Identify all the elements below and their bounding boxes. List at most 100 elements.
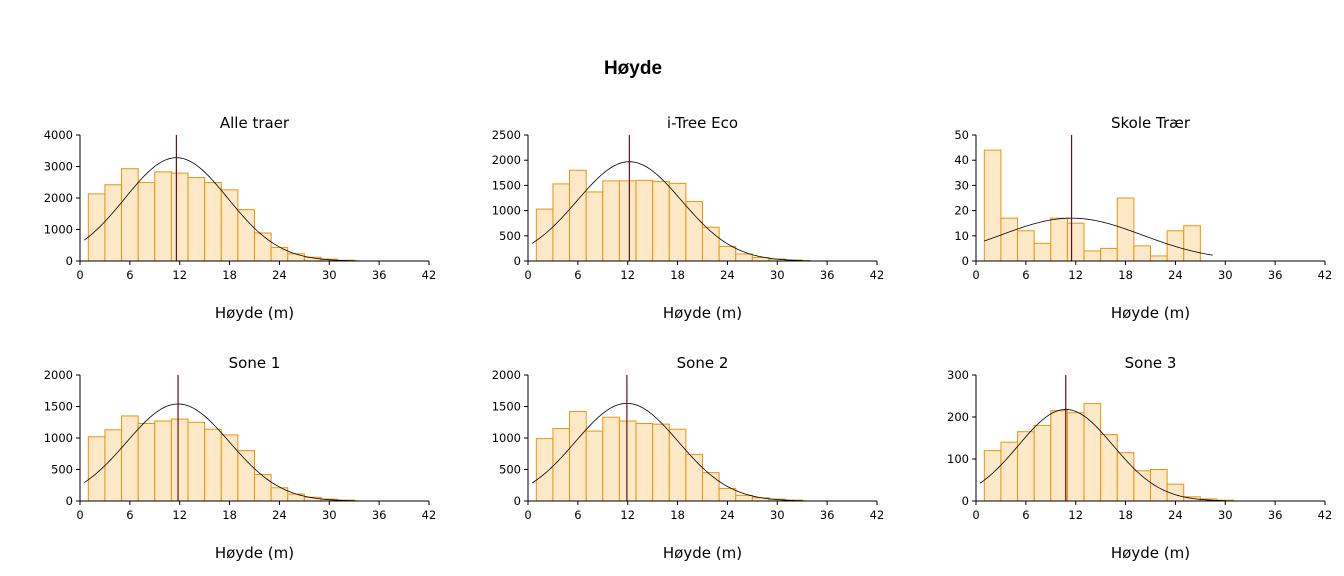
histogram-bar [1066, 412, 1085, 502]
chart-panel: 0 1000 2000 3000 4000 0 6 12 18 24 30 36 42 Alle trae… [44, 114, 437, 322]
histogram-bar [618, 420, 637, 502]
panel-title: i-Tree Eco [667, 114, 738, 132]
y-tick-label: 0 [514, 254, 521, 268]
histogram-bar [1050, 217, 1068, 262]
histogram-bar [1066, 222, 1085, 262]
histogram-bar [602, 180, 620, 262]
histogram-bar [1033, 424, 1052, 502]
histogram-bar [735, 494, 753, 502]
x-tick-label: 30 [322, 508, 337, 522]
histogram-bar [718, 487, 737, 502]
x-tick-label: 12 [620, 508, 635, 522]
x-tick-label: 30 [1218, 508, 1233, 522]
x-tick-label: 30 [1218, 268, 1233, 282]
x-tick-label: 24 [1168, 508, 1183, 522]
y-tick-label: 1000 [44, 223, 73, 237]
histogram-bar [170, 172, 189, 262]
histogram-bar [552, 428, 571, 502]
y-tick-label: 20 [954, 204, 969, 218]
y-tick-label: 4000 [44, 128, 73, 142]
x-tick-label: 36 [1268, 508, 1283, 522]
histogram-bar [1100, 434, 1118, 502]
y-tick-label: 2000 [492, 368, 521, 382]
x-tick-label: 36 [820, 268, 835, 282]
histogram-bar [668, 428, 687, 502]
x-tick-label: 42 [422, 508, 437, 522]
x-tick-label: 36 [372, 508, 387, 522]
x-tick-label: 24 [272, 508, 287, 522]
x-tick-label: 42 [870, 508, 885, 522]
x-axis-label: Høyde (m) [1111, 544, 1190, 562]
chart-panel: 0 500 1000 1500 2000 0 6 12 18 24 30 36 42 Sone 2 Høyd… [492, 354, 885, 562]
histogram-bar [1150, 469, 1168, 502]
x-tick-label: 12 [1068, 508, 1083, 522]
chart-panel: 0 500 1000 1500 2000 2500 0 6 12 18 24 30 36 42 i-Tree… [492, 114, 885, 322]
x-tick-label: 6 [1022, 508, 1029, 522]
x-tick-label: 6 [126, 508, 133, 522]
normal-fit-curve [531, 161, 811, 262]
histogram-bar [1083, 250, 1102, 262]
histogram-bar [170, 418, 189, 502]
histogram-bar [187, 421, 206, 502]
y-tick-label: 1000 [44, 431, 73, 445]
x-tick-label: 42 [1318, 268, 1333, 282]
x-tick-label: 24 [272, 268, 287, 282]
x-tick-label: 0 [76, 508, 83, 522]
x-tick-label: 42 [870, 268, 885, 282]
histogram-bar [121, 168, 139, 262]
histogram-bar [154, 420, 172, 502]
histogram-bar [1133, 245, 1152, 262]
x-tick-label: 24 [720, 268, 735, 282]
y-tick-label: 100 [947, 452, 969, 466]
x-tick-label: 30 [770, 268, 785, 282]
x-tick-label: 36 [820, 508, 835, 522]
x-axis-label: Høyde (m) [663, 304, 742, 322]
histogram-bar [204, 428, 222, 502]
y-tick-label: 500 [499, 463, 521, 477]
x-tick-label: 42 [422, 268, 437, 282]
histogram-bar [137, 182, 156, 262]
histogram-bar [1017, 431, 1035, 502]
y-tick-label: 300 [947, 368, 969, 382]
histogram-bar [535, 438, 554, 502]
histogram-bar [702, 226, 720, 262]
histogram-bar [1000, 217, 1019, 262]
histogram-bar [287, 253, 305, 262]
histogram-bar [1150, 255, 1168, 262]
y-tick-label: 2000 [44, 191, 73, 205]
histogram-bar [618, 180, 637, 262]
histogram-bar [154, 171, 172, 262]
y-tick-label: 500 [51, 463, 73, 477]
chart-panel: 0 10 20 30 40 50 0 6 12 18 24 30 36 42 Skole Trær Høyde… [954, 114, 1332, 322]
histogram-bar [1133, 470, 1152, 502]
histogram-bar [1000, 441, 1019, 502]
histogram-bar [668, 182, 687, 262]
histogram-bar [569, 411, 587, 502]
x-tick-label: 30 [322, 268, 337, 282]
histogram-bar [254, 232, 272, 262]
histogram-bar [220, 434, 239, 502]
histogram-bar [137, 423, 156, 502]
y-tick-label: 1500 [492, 400, 521, 414]
x-tick-label: 24 [720, 508, 735, 522]
x-axis-label: Høyde (m) [663, 544, 742, 562]
histogram-bar [569, 169, 587, 262]
normal-fit-curve [83, 403, 359, 502]
y-tick-label: 2500 [492, 128, 521, 142]
y-tick-label: 500 [499, 229, 521, 243]
y-tick-label: 1500 [492, 178, 521, 192]
normal-fit-curve [979, 409, 1226, 502]
x-tick-label: 12 [1068, 268, 1083, 282]
histogram-bar [735, 253, 753, 262]
y-tick-label: 10 [954, 229, 969, 243]
panel-title: Sone 1 [229, 354, 281, 372]
histogram-bar [287, 493, 305, 502]
chart-panel: 0 100 200 300 0 6 12 18 24 30 36 42 Sone 3 Høyde (m) [947, 354, 1332, 562]
histogram-bar [187, 177, 206, 262]
x-tick-label: 0 [972, 268, 979, 282]
normal-fit-curve [984, 217, 1213, 256]
histogram-bar [535, 208, 554, 262]
y-tick-label: 0 [514, 494, 521, 508]
